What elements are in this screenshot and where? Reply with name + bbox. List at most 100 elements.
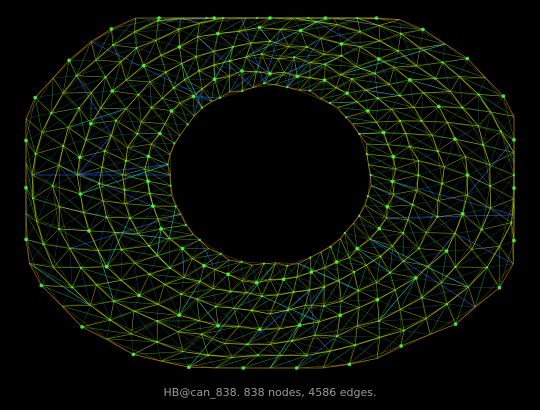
graph-edge [193,96,195,117]
graph-edge [198,70,230,77]
graph-edge [196,298,200,321]
graph-edge [133,341,158,355]
graph-edge [269,73,276,85]
graph-edge [134,17,136,32]
graph-edge [380,245,393,257]
graph-edge [43,244,54,268]
graph-node [294,366,299,370]
graph-edge [126,156,149,162]
graph-edge [177,306,216,332]
graph-edge [77,174,100,184]
graph-edge [143,65,151,82]
graph-node [229,290,232,293]
graph-node [480,228,483,231]
graph-node [329,245,332,248]
graph-edge [353,271,360,308]
graph-edge [378,50,399,60]
graph-edge [144,168,149,182]
graph-edge [242,280,263,297]
graph-edge [127,147,149,157]
graph-node [353,270,356,274]
graph-edge [324,64,326,81]
graph-edge [422,92,479,95]
graph-node [184,224,187,227]
graph-edge [196,298,219,326]
graph-edge [201,334,248,345]
graph-edge [329,102,347,118]
graph-edge [192,253,221,259]
graph-edge [105,76,127,81]
graph-edge [329,351,350,365]
graph-edge [90,120,116,124]
graph-edge [490,207,512,223]
graph-edge [102,189,125,201]
graph-edge [386,194,394,218]
graph-edge [199,17,247,24]
graph-edge [51,75,77,114]
graph-edge [232,329,261,358]
graph-edge [120,280,159,305]
graph-edge [138,81,151,95]
graph-edge [61,301,114,307]
graph-node [512,138,516,142]
graph-edge [437,194,468,201]
graph-edge [227,261,242,275]
graph-edge [380,33,401,42]
graph-edge [366,143,388,145]
graph-edge [395,289,423,298]
graph-edge [158,304,200,321]
graph-node [214,305,217,308]
graph-edge [489,185,515,200]
graph-edge [418,174,443,184]
graph-edge [437,151,445,168]
graph-edge [96,284,140,296]
graph-edge [442,43,446,63]
graph-edge [197,36,200,71]
graph-edge [399,95,422,122]
graph-edge [76,75,101,109]
graph-edge [229,70,243,77]
graph-node [465,56,470,61]
graph-edge [229,259,242,262]
graph-edge [160,228,183,249]
graph-edge [367,194,394,197]
graph-edge [201,334,209,356]
graph-edge [489,185,515,216]
graph-edge [444,166,468,176]
graph-edge [129,214,182,219]
graph-edge [160,351,184,362]
graph-edge [263,29,281,84]
graph-edge [69,248,99,252]
graph-edge [36,206,60,222]
graph-node [31,197,34,200]
graph-node [226,272,230,277]
graph-edge [218,325,240,327]
graph-edge [322,351,331,369]
graph-edge [437,174,468,201]
graph-edge [25,239,54,268]
graph-edge [430,306,476,335]
graph-edge [88,217,107,232]
graph-edge [426,232,456,234]
graph-edge [151,143,171,155]
graph-edge [76,157,80,176]
graph-edge [214,259,230,270]
graph-edge [25,77,54,119]
graph-edge [309,62,325,81]
graph-edge [269,262,277,280]
graph-edge [400,309,427,319]
graph-edge [256,282,263,297]
graph-edge [316,17,334,22]
graph-node [173,142,176,145]
graph-node [355,246,360,251]
graph-edge [513,240,515,264]
graph-edge [365,205,387,219]
graph-edge [459,76,504,97]
graph-edge [198,50,215,71]
graph-edge [180,102,202,108]
graph-edge [36,185,53,222]
graph-edge [76,150,105,176]
graph-node [268,71,272,76]
graph-edge [31,132,43,176]
graph-edge [269,72,285,74]
